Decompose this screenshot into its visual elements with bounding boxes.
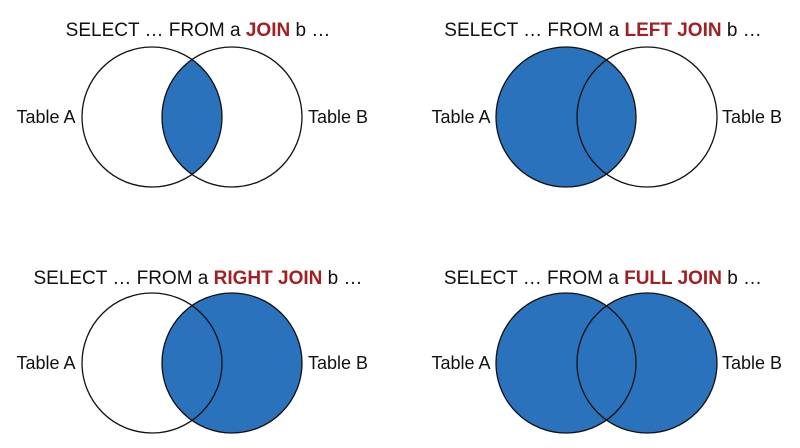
table-a-fill xyxy=(496,47,636,187)
table-b-fill xyxy=(577,293,717,433)
query-title: SELECT … FROM a LEFT JOIN b … xyxy=(444,20,761,41)
panel-right-join: SELECT … FROM a RIGHT JOIN b … Table A Tab… xyxy=(16,268,368,434)
table-b-label: Table B xyxy=(722,107,782,127)
query-title: SELECT … FROM a JOIN b … xyxy=(66,20,331,41)
query-prefix: SELECT … FROM a xyxy=(66,20,246,41)
table-a-label: Table A xyxy=(16,107,75,127)
query-suffix: b … xyxy=(722,268,762,289)
join-keyword: FULL JOIN xyxy=(624,268,722,289)
intersection-fill xyxy=(162,47,222,187)
table-b-circle xyxy=(161,46,303,188)
query-prefix: SELECT … FROM a xyxy=(444,20,624,41)
table-b-label: Table B xyxy=(308,353,368,373)
panel-left-join: SELECT … FROM a LEFT JOIN b … Table A Tabl… xyxy=(431,20,782,188)
table-a-circle xyxy=(495,46,637,188)
panel-join: SELECT … FROM a JOIN b … Table A Table B xyxy=(16,20,368,188)
table-b-fill xyxy=(162,293,302,433)
query-suffix: b … xyxy=(322,268,362,289)
query-prefix: SELECT … FROM a xyxy=(444,268,624,289)
table-b-circle xyxy=(576,292,718,434)
join-keyword: JOIN xyxy=(246,20,290,41)
table-a-label: Table A xyxy=(16,353,75,373)
table-a-label: Table A xyxy=(431,107,490,127)
table-a-circle xyxy=(495,292,637,434)
table-a-label: Table A xyxy=(431,353,490,373)
table-b-circle xyxy=(576,46,718,188)
table-a-circle xyxy=(81,292,223,434)
table-b-label: Table B xyxy=(308,107,368,127)
query-title: SELECT … FROM a FULL JOIN b … xyxy=(444,268,762,289)
join-keyword: LEFT JOIN xyxy=(624,20,721,41)
query-title: SELECT … FROM a RIGHT JOIN b … xyxy=(33,268,362,289)
panel-full-join: SELECT … FROM a FULL JOIN b … Table A Tabl… xyxy=(431,268,782,434)
table-b-label: Table B xyxy=(722,353,782,373)
join-keyword: RIGHT JOIN xyxy=(214,268,323,289)
query-suffix: b … xyxy=(722,20,762,41)
query-suffix: b … xyxy=(290,20,330,41)
table-b-circle xyxy=(161,292,303,434)
table-a-circle xyxy=(81,46,223,188)
query-prefix: SELECT … FROM a xyxy=(33,268,213,289)
